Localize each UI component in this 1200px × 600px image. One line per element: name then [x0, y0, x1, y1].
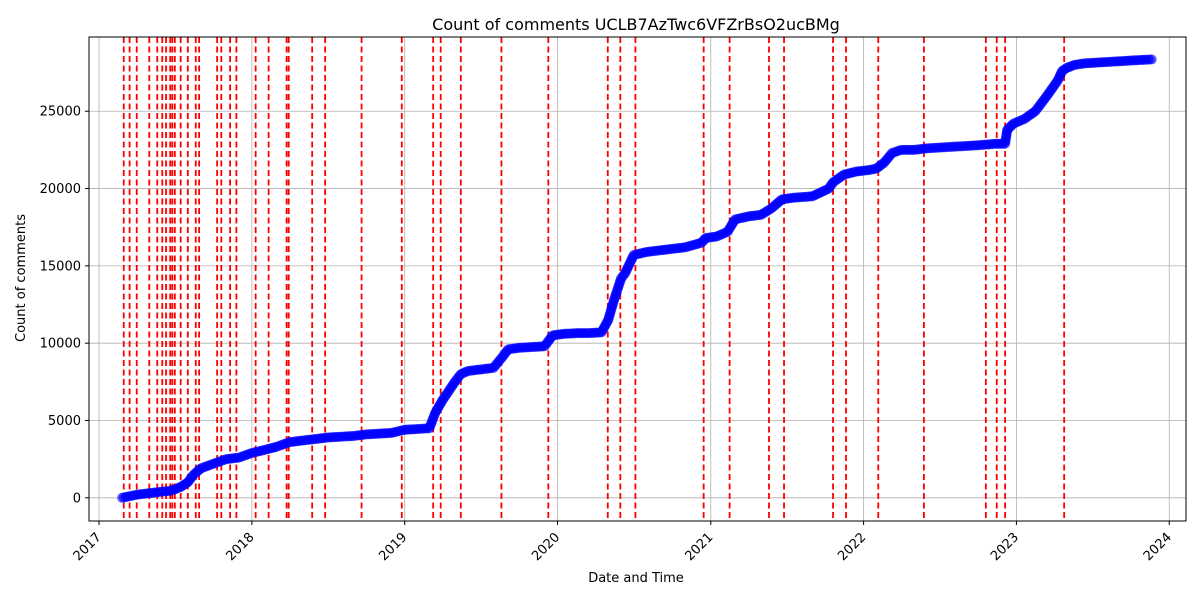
plot-frame [88, 36, 1187, 522]
y-tick-label: 0 [73, 491, 81, 506]
grid [89, 37, 1186, 521]
x-tick-label: 2021 [682, 530, 716, 564]
y-tick-label: 25000 [40, 105, 81, 120]
x-tick-label: 2020 [529, 530, 563, 564]
chart-title: Count of comments UCLB7AzTwc6VFZrBsO2ucB… [432, 15, 840, 34]
y-tick-label: 5000 [48, 414, 81, 429]
x-tick-label: 2023 [988, 530, 1022, 564]
y-axis-ticks: 0 5000 10000 15000 20000 25000 [40, 105, 89, 506]
data-points [117, 54, 1157, 503]
x-axis-ticks: 2017 2018 2019 2020 2021 2022 2023 2024 [71, 521, 1175, 564]
x-tick-label: 2022 [835, 530, 869, 564]
x-tick-label: 2019 [376, 530, 410, 564]
y-tick-label: 15000 [40, 259, 81, 274]
x-axis-label: Date and Time [588, 571, 684, 586]
x-tick-label: 2017 [71, 530, 105, 564]
x-tick-label: 2018 [224, 530, 258, 564]
x-tick-label: 2024 [1141, 530, 1175, 564]
y-axis-label: Count of comments [14, 214, 29, 342]
data-point [1146, 54, 1157, 65]
y-tick-label: 20000 [40, 182, 81, 197]
y-tick-label: 10000 [40, 337, 81, 352]
